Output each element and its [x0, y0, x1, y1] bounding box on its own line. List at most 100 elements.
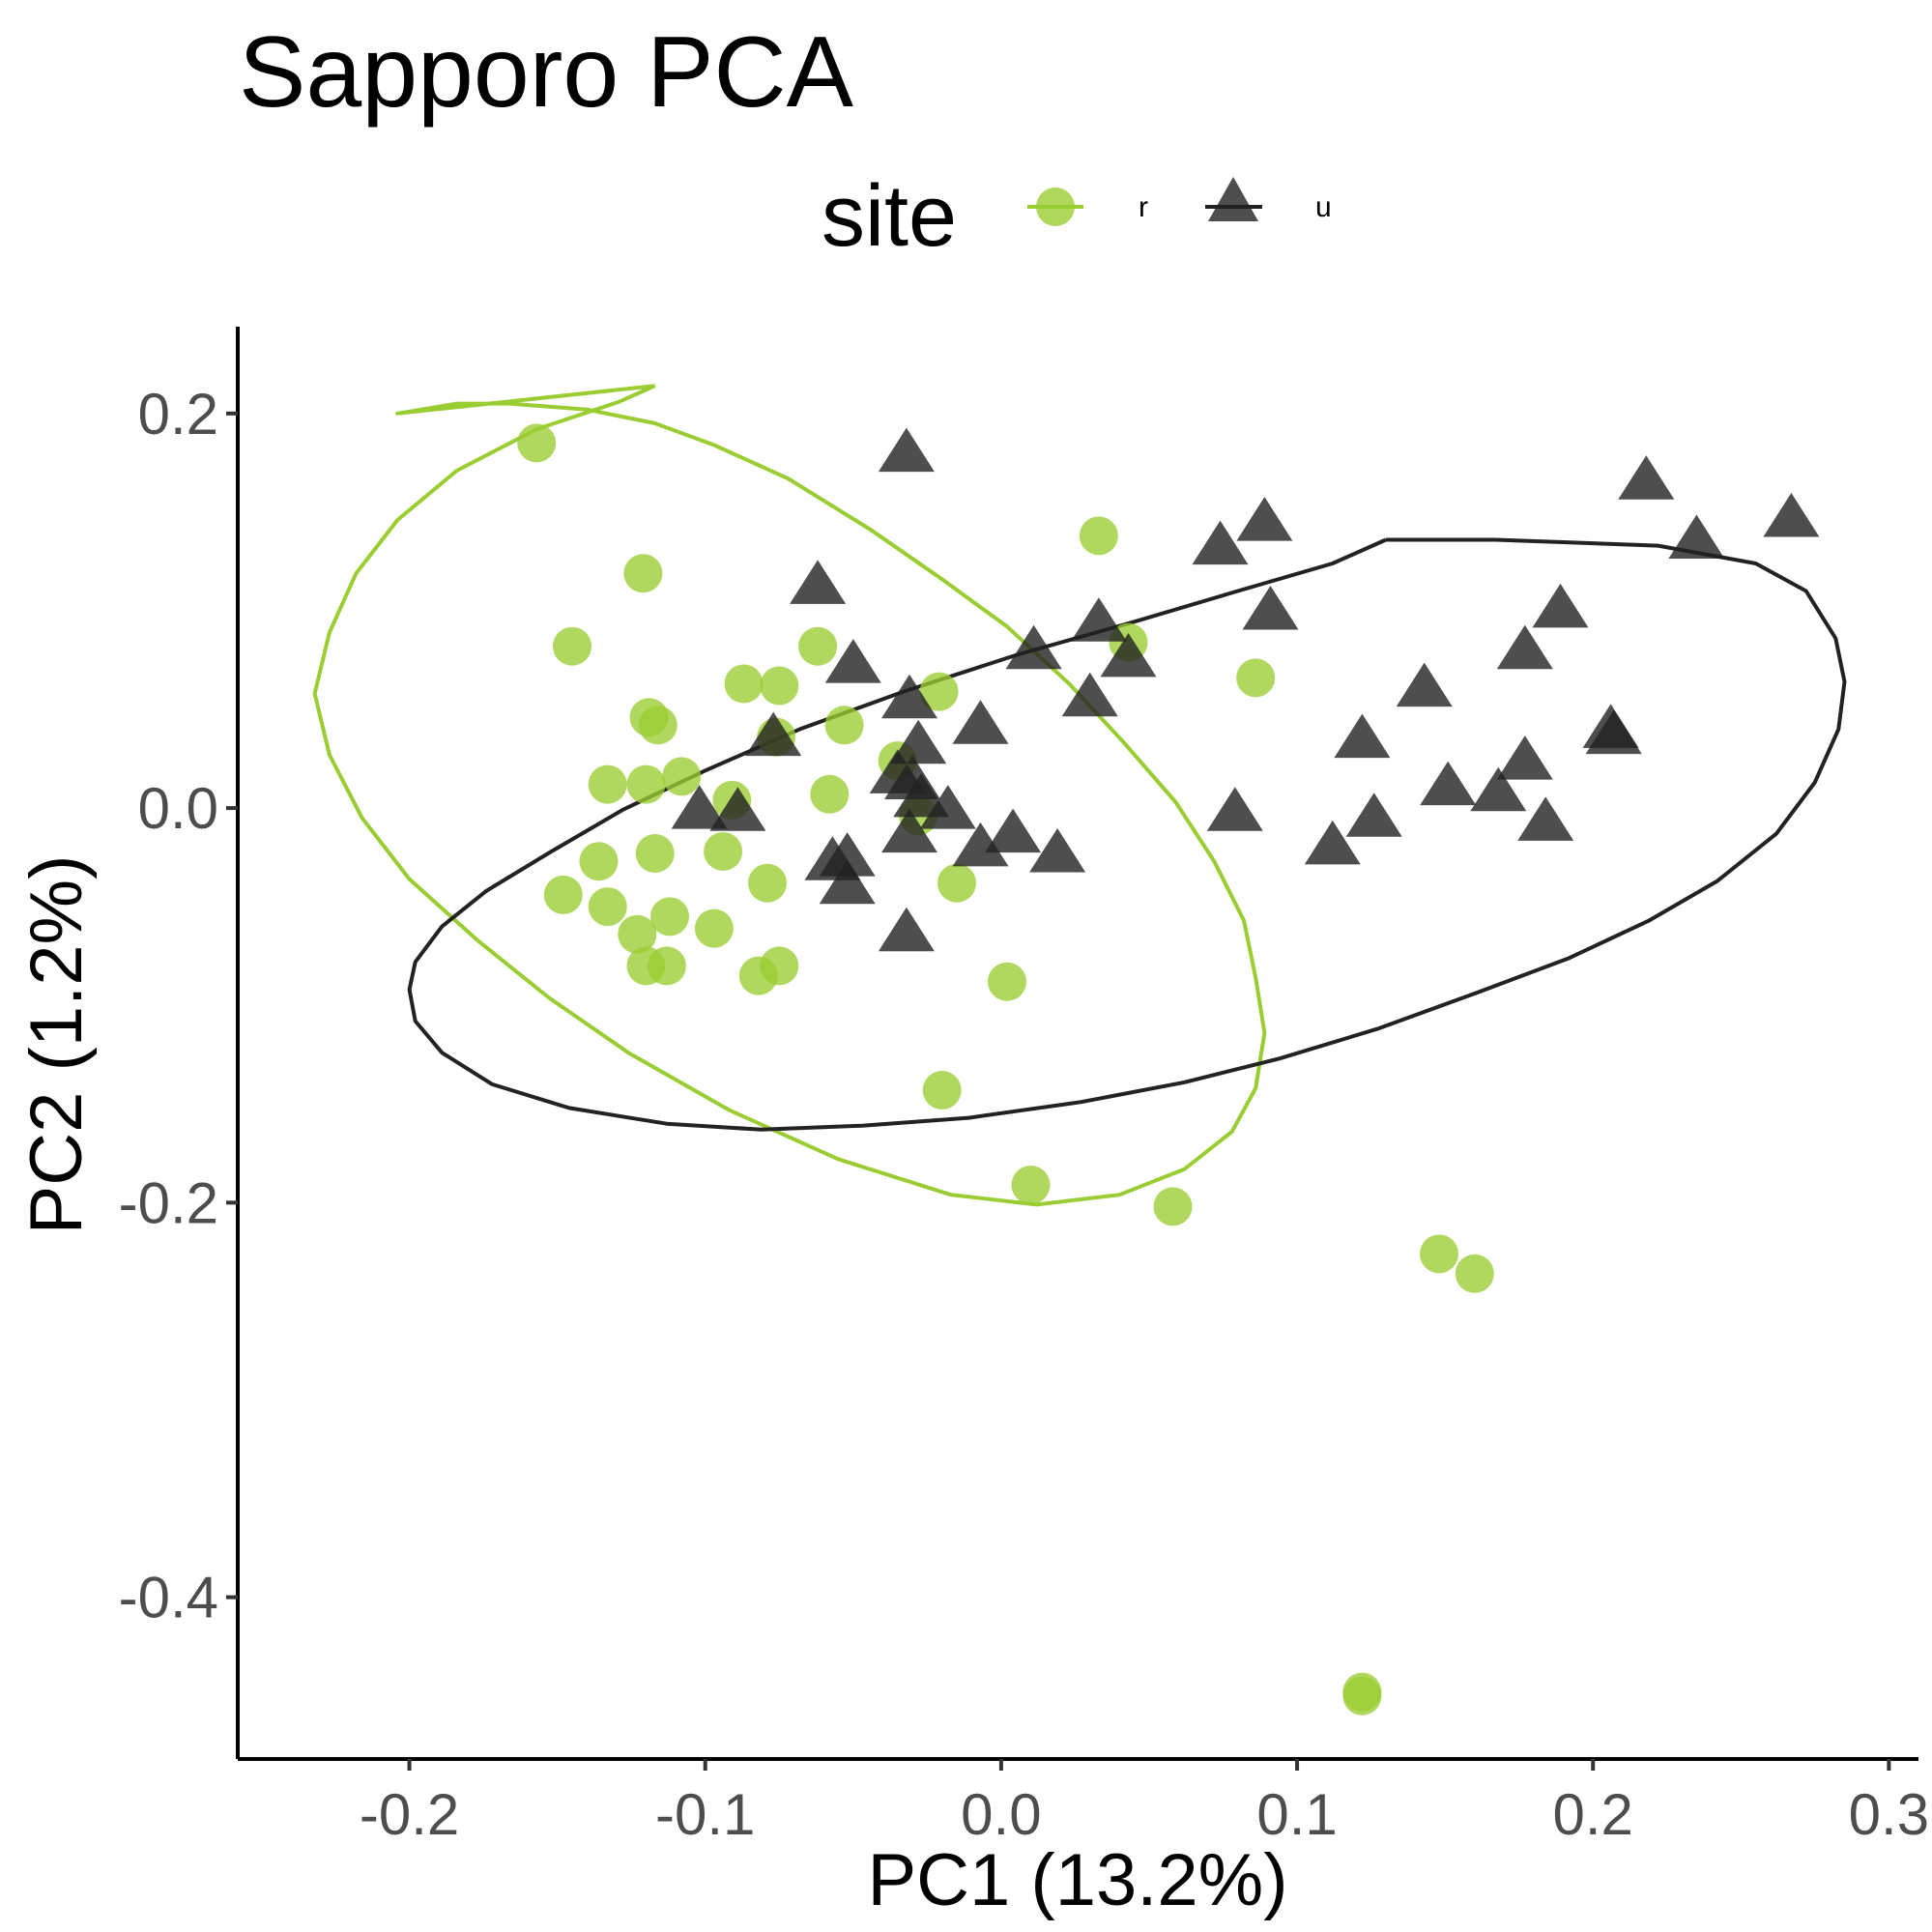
- point-u: [1061, 672, 1118, 717]
- point-u: [1496, 624, 1553, 670]
- point-u: [1420, 761, 1477, 806]
- point-r: [922, 1071, 962, 1110]
- point-r: [1420, 1234, 1458, 1274]
- legend-item-u: u: [1205, 177, 1332, 223]
- y-tick-label: -0.4: [119, 1566, 218, 1630]
- point-r: [724, 664, 764, 704]
- data-points: [517, 423, 1820, 1716]
- point-u: [1070, 597, 1127, 642]
- point-r: [1153, 1187, 1193, 1226]
- point-r: [760, 666, 799, 706]
- point-u: [1304, 820, 1361, 865]
- point-u: [709, 787, 766, 831]
- point-u: [1192, 520, 1249, 565]
- point-u: [1763, 493, 1820, 537]
- point-r: [1455, 1254, 1494, 1293]
- point-u: [819, 859, 876, 905]
- point-r: [937, 863, 976, 903]
- point-r: [748, 863, 787, 903]
- x-tick-label: -0.1: [655, 1782, 755, 1847]
- y-axis-label: PC2 (1.2%): [15, 855, 98, 1235]
- point-r: [1342, 1672, 1382, 1712]
- y-axis-ticks: 0.2 0.0 -0.2 -0.4: [119, 382, 238, 1630]
- point-u: [1532, 583, 1589, 628]
- point-u: [919, 785, 976, 829]
- chart-title: Sapporo PCA: [239, 16, 854, 129]
- point-u: [1345, 793, 1402, 837]
- point-u: [1236, 497, 1293, 541]
- legend: site r u: [822, 168, 1332, 265]
- point-r: [694, 908, 734, 948]
- legend-key-circle-r: [1036, 187, 1075, 226]
- point-r: [517, 423, 557, 463]
- legend-label-r: r: [1139, 191, 1148, 223]
- ellipse-r: [312, 384, 1267, 1207]
- legend-label-u: u: [1315, 191, 1332, 223]
- x-tick-label: 0.1: [1256, 1782, 1337, 1847]
- point-u: [1668, 514, 1725, 559]
- y-tick-label: 0.2: [138, 382, 218, 447]
- legend-title: site: [822, 168, 957, 265]
- point-r: [618, 914, 657, 954]
- point-u: [824, 639, 881, 683]
- point-r: [988, 962, 1026, 1001]
- point-u: [881, 674, 937, 719]
- point-u: [881, 808, 937, 853]
- x-axis-ticks: -0.2 -0.1 0.0 0.1 0.2 0.3: [360, 1759, 1929, 1847]
- point-r: [588, 887, 627, 927]
- point-u: [1005, 624, 1062, 670]
- point-u: [1242, 586, 1299, 630]
- point-r: [798, 626, 838, 666]
- point-r: [1079, 516, 1118, 556]
- point-u: [1618, 455, 1675, 500]
- point-u: [1396, 662, 1453, 707]
- legend-key-triangle-u: [1208, 177, 1258, 221]
- point-u: [745, 711, 802, 757]
- point-u: [1585, 709, 1642, 755]
- point-u: [1517, 796, 1574, 841]
- point-r: [662, 757, 702, 796]
- point-r: [638, 706, 678, 745]
- point-r: [810, 774, 850, 814]
- y-tick-label: 0.0: [138, 776, 218, 841]
- legend-item-r: r: [1027, 187, 1148, 226]
- point-r: [760, 946, 799, 986]
- point-r: [824, 706, 864, 745]
- point-r: [1236, 658, 1276, 698]
- x-tick-label: 0.0: [961, 1782, 1041, 1847]
- point-r: [553, 626, 591, 666]
- point-u: [1334, 713, 1391, 759]
- y-tick-label: -0.2: [119, 1170, 218, 1235]
- x-axis-label: PC1 (13.2%): [867, 1839, 1287, 1921]
- point-r: [919, 672, 959, 711]
- point-r: [543, 875, 583, 914]
- point-u: [985, 808, 1042, 853]
- point-r: [626, 764, 666, 804]
- point-u: [952, 700, 1009, 744]
- point-u: [1470, 766, 1527, 812]
- point-u: [878, 907, 935, 952]
- point-r: [647, 946, 686, 986]
- point-r: [588, 764, 627, 804]
- point-u: [1100, 632, 1157, 678]
- point-r: [635, 834, 675, 873]
- axes: -0.2 -0.1 0.0 0.1 0.2 0.3 0.2 0.0 -0.2 -0.4: [119, 327, 1929, 1847]
- point-r: [650, 897, 689, 937]
- x-tick-label: 0.2: [1553, 1782, 1633, 1847]
- point-u: [878, 427, 935, 473]
- point-u: [1496, 735, 1553, 780]
- point-r: [623, 554, 663, 593]
- point-r: [579, 842, 619, 881]
- point-r: [1011, 1166, 1051, 1204]
- point-u: [952, 822, 1009, 867]
- point-u: [1029, 828, 1086, 873]
- point-u: [1206, 787, 1263, 831]
- x-tick-label: 0.3: [1849, 1782, 1929, 1847]
- point-r: [704, 832, 743, 871]
- point-u: [890, 719, 947, 764]
- point-u: [790, 560, 847, 604]
- x-tick-label: -0.2: [360, 1782, 459, 1847]
- point-u: [671, 785, 728, 829]
- confidence-ellipses: [312, 384, 1847, 1207]
